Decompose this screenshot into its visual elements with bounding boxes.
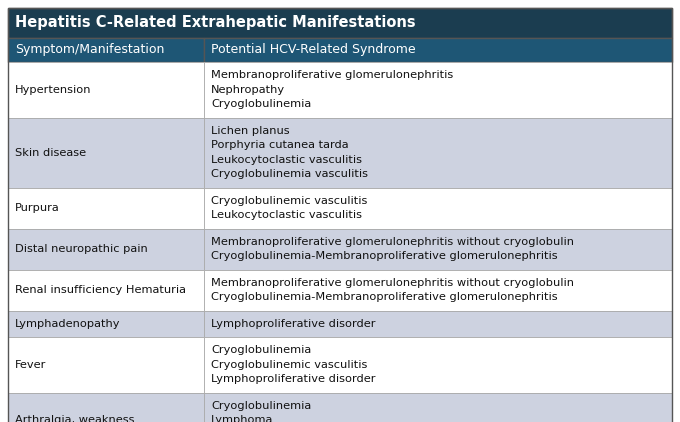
Bar: [8, 392, 204, 422]
Text: Porphyria cutanea tarda: Porphyria cutanea tarda: [211, 140, 349, 150]
Text: Cryoglobulinemia: Cryoglobulinemia: [211, 345, 311, 355]
Text: Fever: Fever: [15, 360, 46, 370]
Text: Membranoproliferative glomerulonephritis without cryoglobulin: Membranoproliferative glomerulonephritis…: [211, 278, 574, 288]
Text: Leukocytoclastic vasculitis: Leukocytoclastic vasculitis: [211, 155, 362, 165]
Text: Lichen planus: Lichen planus: [211, 126, 290, 136]
Bar: [8, 228, 204, 270]
Text: Cryoglobulinemia: Cryoglobulinemia: [211, 99, 311, 109]
Bar: [204, 62, 672, 117]
Bar: [204, 38, 672, 62]
Bar: [204, 311, 672, 337]
Text: Nephropathy: Nephropathy: [211, 85, 285, 95]
Text: Hepatitis C-Related Extrahepatic Manifestations: Hepatitis C-Related Extrahepatic Manifes…: [15, 16, 415, 30]
Text: Symptom/Manifestation: Symptom/Manifestation: [15, 43, 165, 57]
Text: Cryoglobulinemic vasculitis: Cryoglobulinemic vasculitis: [211, 196, 367, 206]
Text: Membranoproliferative glomerulonephritis: Membranoproliferative glomerulonephritis: [211, 70, 453, 80]
Bar: [8, 337, 204, 392]
Bar: [204, 337, 672, 392]
Bar: [204, 117, 672, 187]
Text: Skin disease: Skin disease: [15, 148, 86, 157]
Text: Lymphadenopathy: Lymphadenopathy: [15, 319, 120, 329]
Text: Potential HCV-Related Syndrome: Potential HCV-Related Syndrome: [211, 43, 415, 57]
Text: Purpura: Purpura: [15, 203, 60, 213]
Text: Membranoproliferative glomerulonephritis without cryoglobulin: Membranoproliferative glomerulonephritis…: [211, 237, 574, 247]
Bar: [8, 311, 204, 337]
Text: Hypertension: Hypertension: [15, 85, 92, 95]
Text: Lymphoma: Lymphoma: [211, 415, 273, 422]
Bar: [8, 187, 204, 228]
Text: Arthralgia, weakness: Arthralgia, weakness: [15, 415, 135, 422]
Text: Cryoglobulinemia-Membranoproliferative glomerulonephritis: Cryoglobulinemia-Membranoproliferative g…: [211, 251, 558, 261]
Bar: [204, 270, 672, 311]
Bar: [8, 117, 204, 187]
Text: Distal neuropathic pain: Distal neuropathic pain: [15, 244, 148, 254]
Text: Cryoglobulinemia: Cryoglobulinemia: [211, 401, 311, 411]
Bar: [204, 228, 672, 270]
Text: Renal insufficiency Hematuria: Renal insufficiency Hematuria: [15, 285, 186, 295]
Bar: [8, 270, 204, 311]
Text: Cryoglobulinemia vasculitis: Cryoglobulinemia vasculitis: [211, 169, 368, 179]
Text: Leukocytoclastic vasculitis: Leukocytoclastic vasculitis: [211, 210, 362, 220]
Text: Cryoglobulinemia-Membranoproliferative glomerulonephritis: Cryoglobulinemia-Membranoproliferative g…: [211, 292, 558, 302]
Bar: [8, 38, 204, 62]
Text: Lymphoproliferative disorder: Lymphoproliferative disorder: [211, 319, 375, 329]
Bar: [8, 8, 672, 38]
Bar: [8, 62, 204, 117]
Bar: [204, 187, 672, 228]
Text: Lymphoproliferative disorder: Lymphoproliferative disorder: [211, 374, 375, 384]
Text: Cryoglobulinemic vasculitis: Cryoglobulinemic vasculitis: [211, 360, 367, 370]
Bar: [204, 392, 672, 422]
